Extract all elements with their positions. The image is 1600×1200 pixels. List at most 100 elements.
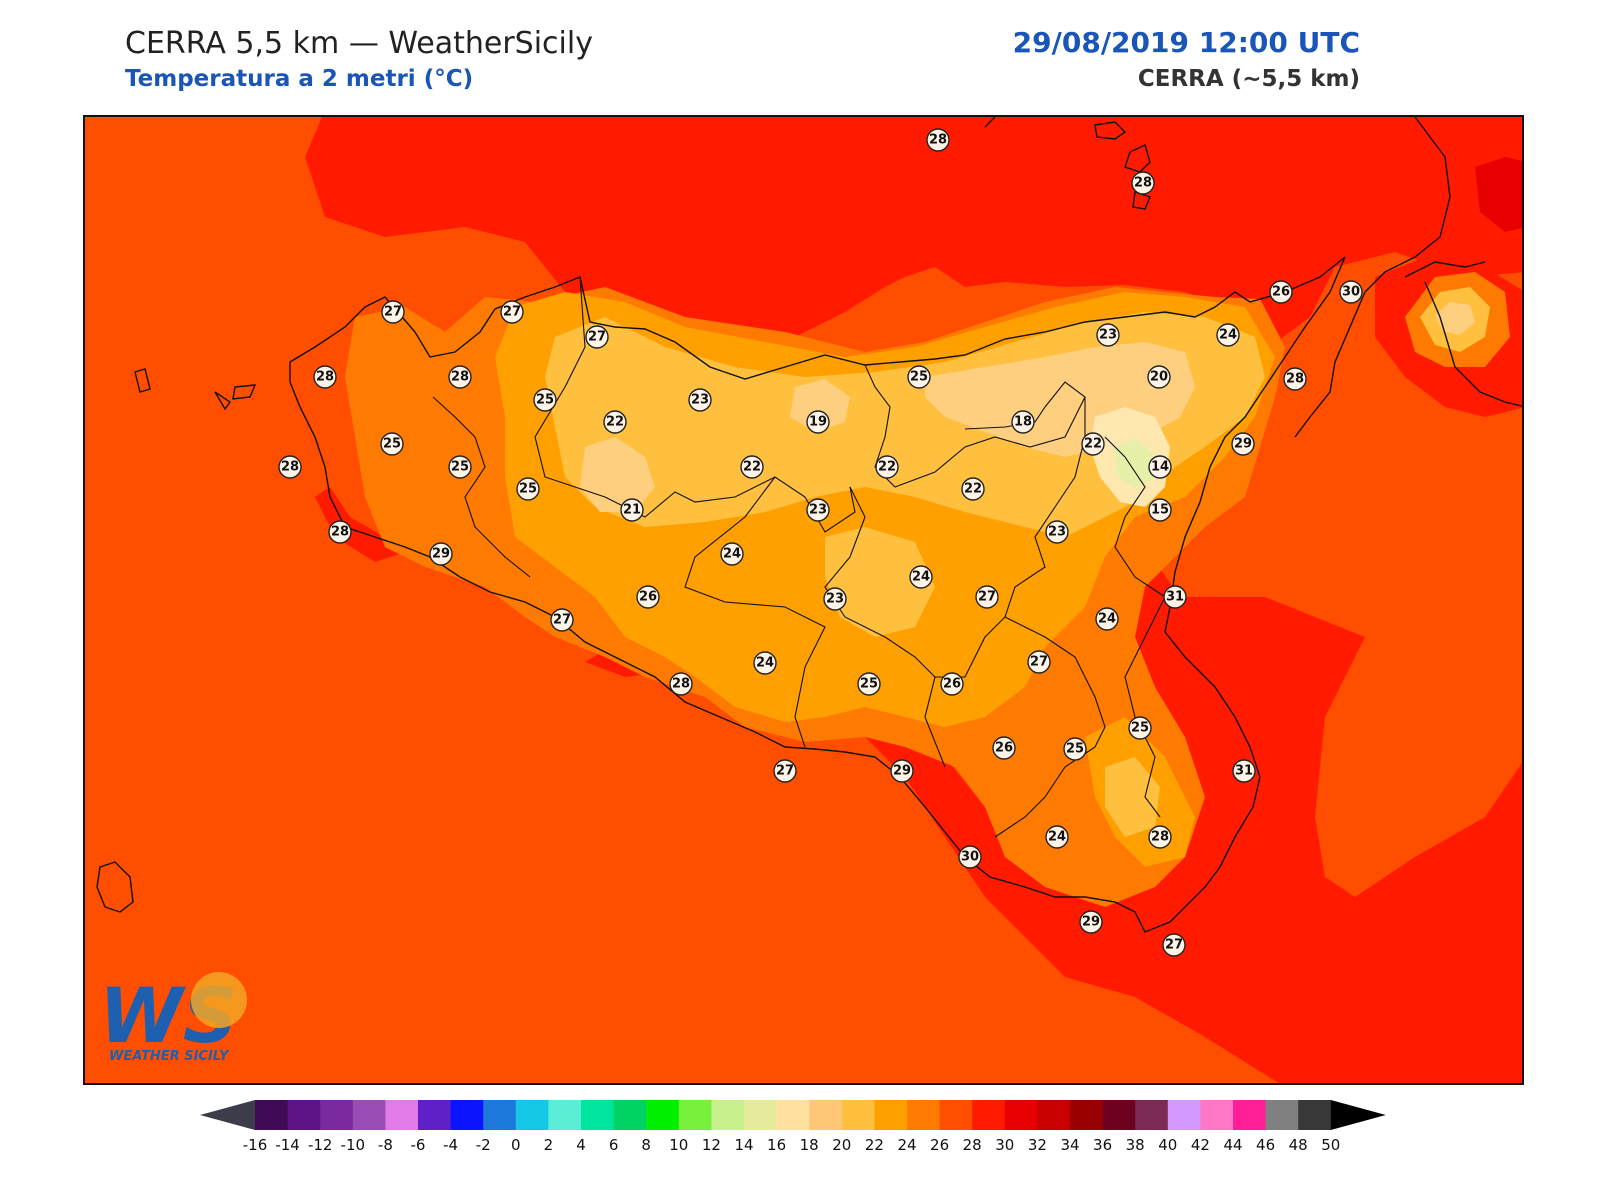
station-circle bbox=[907, 365, 931, 389]
colorbar-swatch bbox=[1265, 1100, 1299, 1130]
land-field-20-west bbox=[580, 437, 655, 512]
colorbar-swatch bbox=[1070, 1100, 1104, 1130]
station-marker: 25 bbox=[1063, 737, 1087, 761]
station-value: 25 bbox=[1066, 742, 1084, 757]
station-circle bbox=[533, 388, 557, 412]
station-marker: 22 bbox=[740, 455, 764, 479]
colorbar-tick-label: 22 bbox=[865, 1136, 884, 1154]
station-marker: 18 bbox=[1011, 410, 1035, 434]
station-marker: 26 bbox=[940, 672, 964, 696]
colorbar-tick-label: 26 bbox=[930, 1136, 949, 1154]
station-marker: 27 bbox=[975, 585, 999, 609]
province-border-8 bbox=[994, 616, 1106, 838]
station-circle bbox=[448, 365, 472, 389]
station-marker: 31 bbox=[1163, 585, 1187, 609]
station-value: 30 bbox=[1342, 285, 1360, 300]
colorbar-swatch bbox=[1167, 1100, 1201, 1130]
station-marker: 27 bbox=[773, 759, 797, 783]
colorbar-tick-label: 18 bbox=[800, 1136, 819, 1154]
station-circle bbox=[975, 585, 999, 609]
station-value: 31 bbox=[1235, 764, 1253, 779]
station-marker: 27 bbox=[585, 325, 609, 349]
colorbar-tick-label: -2 bbox=[476, 1136, 491, 1154]
colorbar-tick-label: 40 bbox=[1158, 1136, 1177, 1154]
colorbar-swatch bbox=[255, 1100, 289, 1130]
station-marker: 22 bbox=[875, 455, 899, 479]
pantelleria bbox=[96, 861, 134, 913]
station-value: 23 bbox=[691, 393, 709, 408]
station-value: 23 bbox=[1048, 525, 1066, 540]
station-marker: 28 bbox=[328, 520, 352, 544]
colorbar-swatch bbox=[483, 1100, 517, 1130]
station-marker: 27 bbox=[1027, 650, 1051, 674]
map-canvas: 28 28 26 30 27 27 27 23 24 28 28 25 23 25 20 28 22 19 18 22… bbox=[96, 117, 1522, 1083]
calabria-coast bbox=[1294, 117, 1522, 438]
station-value: 21 bbox=[623, 503, 641, 518]
station-circle bbox=[740, 455, 764, 479]
colorbar-swatch bbox=[1102, 1100, 1136, 1130]
station-marker: 21 bbox=[620, 498, 644, 522]
station-value: 23 bbox=[809, 503, 827, 518]
province-border-6 bbox=[935, 397, 1086, 678]
colorbar-swatch bbox=[1037, 1100, 1071, 1130]
valid-time-label: 29/08/2019 12:00 UTC bbox=[1012, 26, 1360, 59]
station-marker: 29 bbox=[890, 759, 914, 783]
colorbar-swatch bbox=[450, 1100, 484, 1130]
colorbar-tick-label: -16 bbox=[243, 1136, 268, 1154]
station-value: 26 bbox=[639, 590, 657, 605]
colorbar-tick-label: -10 bbox=[341, 1136, 366, 1154]
station-value: 22 bbox=[878, 460, 896, 475]
station-value: 24 bbox=[1219, 328, 1237, 343]
province-border-4 bbox=[824, 486, 946, 768]
station-marker: 28 bbox=[926, 128, 950, 152]
model-label: CERRA (~5,5 km) bbox=[1137, 66, 1360, 92]
station-value: 23 bbox=[826, 592, 844, 607]
station-value: 28 bbox=[1286, 372, 1304, 387]
station-value: 15 bbox=[1151, 503, 1169, 518]
station-marker: 22 bbox=[961, 477, 985, 501]
station-marker: 25 bbox=[907, 365, 931, 389]
colorbar: -16 -14 -12 -10 -8 -6 -4 -2 0 2 4 6 8 10 12 14 16 18 20 22 2… bbox=[200, 1100, 1386, 1154]
station-circle bbox=[448, 455, 472, 479]
colorbar-swatch bbox=[515, 1100, 549, 1130]
station-circle bbox=[620, 498, 644, 522]
station-marker: 25 bbox=[516, 477, 540, 501]
colorbar-tick-label: 28 bbox=[963, 1136, 982, 1154]
station-value: 28 bbox=[1134, 176, 1152, 191]
colorbar-swatch bbox=[809, 1100, 843, 1130]
station-value: 28 bbox=[929, 133, 947, 148]
station-value: 27 bbox=[978, 590, 996, 605]
station-marker: 31 bbox=[1232, 759, 1256, 783]
colorbar-tick-label: 24 bbox=[897, 1136, 916, 1154]
colorbar-tick-label: 48 bbox=[1289, 1136, 1308, 1154]
province-border-5 bbox=[864, 364, 1086, 488]
colorbar-swatch bbox=[352, 1100, 386, 1130]
station-circle bbox=[958, 845, 982, 869]
colorbar-swatch bbox=[613, 1100, 647, 1130]
station-marker: 28 bbox=[1131, 171, 1155, 195]
colorbar-swatch bbox=[841, 1100, 875, 1130]
station-circle bbox=[1283, 367, 1307, 391]
station-circle bbox=[940, 672, 964, 696]
station-circle bbox=[773, 759, 797, 783]
station-circle bbox=[1011, 410, 1035, 434]
station-marker: 24 bbox=[909, 565, 933, 589]
station-marker: 28 bbox=[1283, 367, 1307, 391]
temperature-map: 28 28 26 30 27 27 27 23 24 28 28 25 23 25 20 28 22 19 18 22… bbox=[83, 115, 1524, 1085]
station-value: 29 bbox=[1082, 915, 1100, 930]
station-value: 26 bbox=[943, 677, 961, 692]
colorbar-tick-labels: -16 -14 -12 -10 -8 -6 -4 -2 0 2 4 6 8 10 12 14 16 18 20 22 2… bbox=[243, 1136, 1341, 1154]
station-circle bbox=[669, 672, 693, 696]
station-circle bbox=[313, 365, 337, 389]
colorbar-tick-label: 2 bbox=[544, 1136, 554, 1154]
station-value: 22 bbox=[606, 415, 624, 430]
station-circle bbox=[1147, 365, 1171, 389]
station-value: 27 bbox=[1165, 938, 1183, 953]
colorbar-tick-label: -8 bbox=[378, 1136, 393, 1154]
colorbar-tick-label: 12 bbox=[702, 1136, 721, 1154]
colorbar-over-arrow bbox=[1330, 1100, 1386, 1130]
province-border-1 bbox=[432, 396, 531, 578]
station-circle bbox=[328, 520, 352, 544]
station-marker: 26 bbox=[1269, 280, 1293, 304]
station-marker: 28 bbox=[313, 365, 337, 389]
